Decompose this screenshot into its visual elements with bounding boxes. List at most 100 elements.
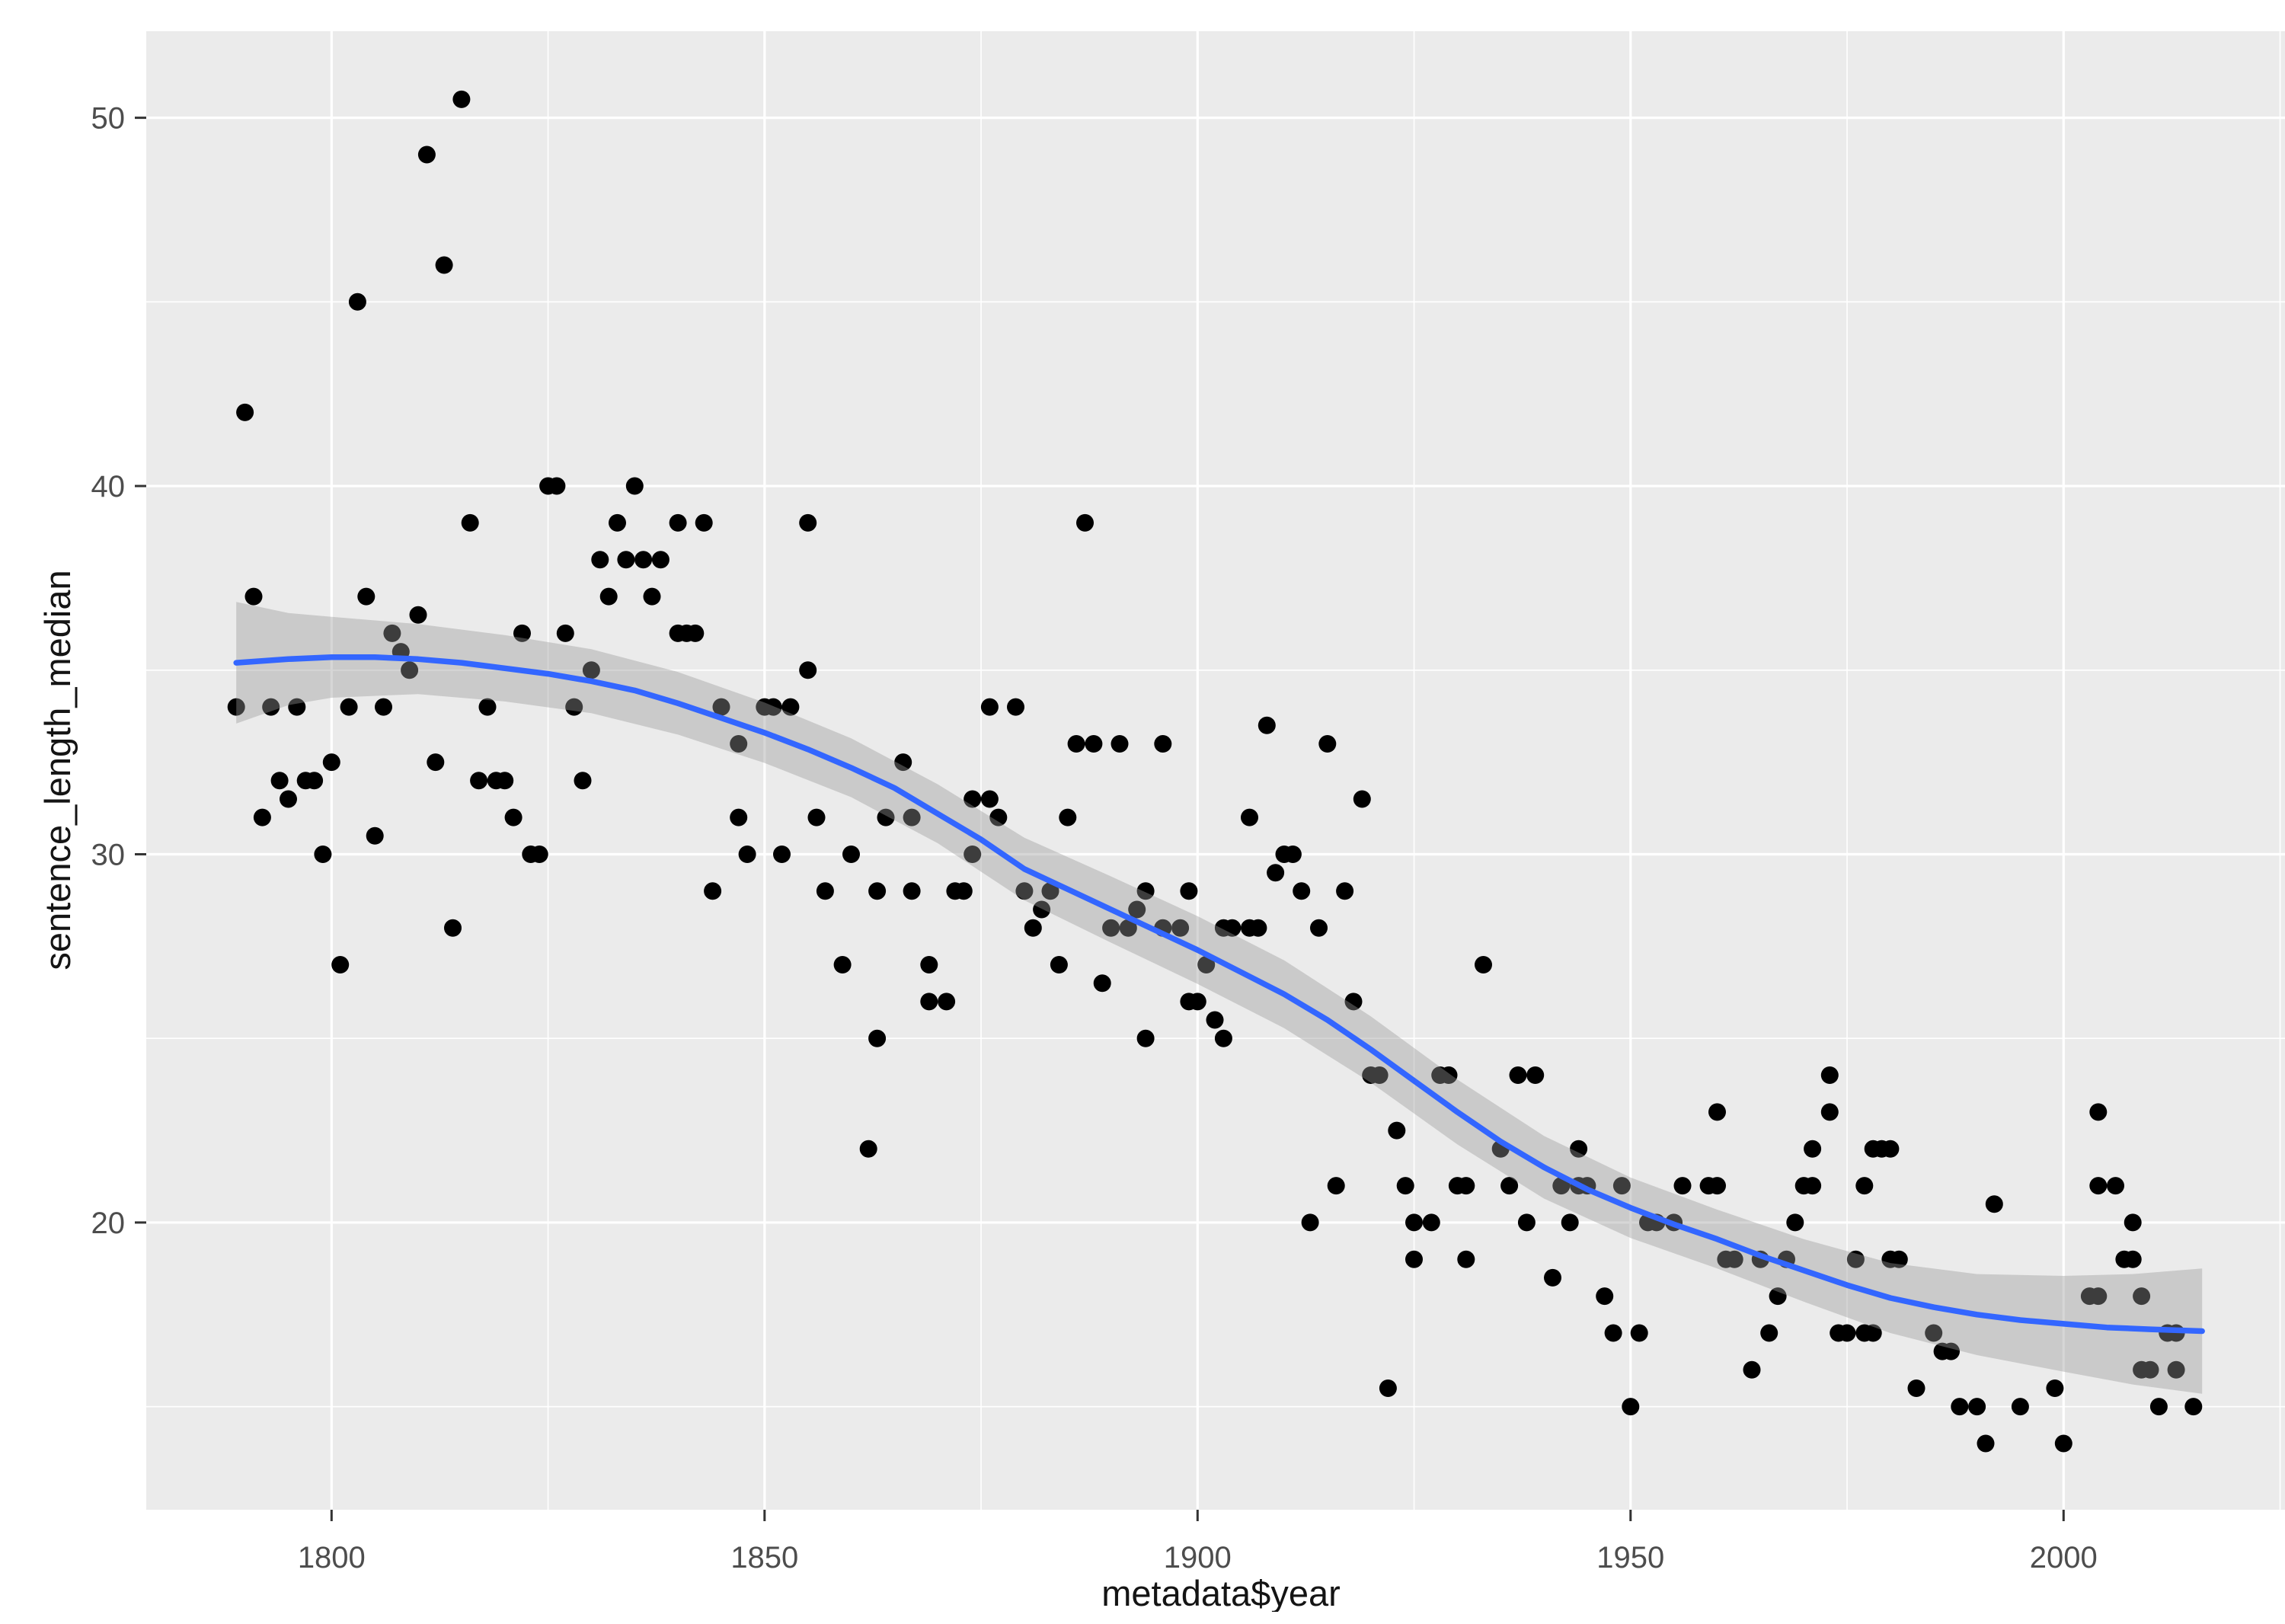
data-point <box>730 735 748 753</box>
data-point <box>1673 1177 1692 1195</box>
data-point <box>1604 1324 1622 1342</box>
data-point <box>556 624 574 642</box>
data-point <box>1318 735 1337 753</box>
data-point <box>2184 1398 2203 1416</box>
data-point <box>1188 993 1206 1011</box>
data-point <box>504 808 523 826</box>
data-point <box>2089 1103 2108 1121</box>
data-point <box>1136 1029 1155 1047</box>
data-point <box>1206 1011 1224 1029</box>
data-point <box>1267 864 1285 882</box>
data-point <box>799 513 817 532</box>
data-point <box>582 661 600 679</box>
data-point <box>1301 1213 1319 1232</box>
data-point <box>704 882 722 900</box>
data-point <box>859 1140 877 1158</box>
data-point <box>2046 1379 2064 1397</box>
data-point <box>842 846 860 863</box>
data-point <box>634 551 653 569</box>
data-point <box>920 956 938 973</box>
data-point <box>1630 1324 1648 1342</box>
data-point <box>1509 1066 1527 1084</box>
data-point <box>401 661 419 679</box>
data-point <box>1855 1177 1874 1195</box>
data-point <box>375 698 392 716</box>
data-point <box>877 808 895 826</box>
data-point <box>643 587 661 606</box>
data-point <box>2133 1287 2151 1306</box>
data-point <box>496 772 514 790</box>
data-point <box>1457 1177 1475 1195</box>
data-point <box>807 808 826 826</box>
data-point <box>574 772 592 790</box>
data-point <box>1370 1066 1389 1084</box>
data-point <box>2167 1360 2185 1379</box>
data-point <box>548 477 566 495</box>
data-point <box>1223 919 1242 937</box>
data-point <box>461 513 479 532</box>
data-point <box>609 513 626 532</box>
data-point <box>1890 1250 1908 1268</box>
data-point <box>1804 1140 1822 1158</box>
data-point <box>738 846 756 863</box>
data-point <box>1007 698 1024 716</box>
data-point <box>565 698 583 716</box>
data-point <box>764 698 782 716</box>
data-point <box>773 846 791 863</box>
data-point <box>1327 1177 1345 1195</box>
data-point <box>2011 1398 2029 1416</box>
data-point <box>280 790 297 808</box>
data-point <box>712 698 730 716</box>
data-point <box>1024 919 1042 937</box>
data-point <box>1544 1268 1561 1287</box>
data-point <box>954 882 973 900</box>
x-tick-label: 2000 <box>2030 1541 2098 1574</box>
axis-tick-marks <box>135 117 2065 1521</box>
data-point <box>1197 956 1216 973</box>
data-point <box>980 790 999 808</box>
data-point <box>920 993 938 1011</box>
data-point <box>1128 900 1146 919</box>
data-point <box>651 551 670 569</box>
data-point <box>1258 716 1276 734</box>
data-point <box>1388 1121 1406 1140</box>
data-point <box>530 846 548 863</box>
data-point <box>1293 882 1311 900</box>
data-point <box>288 698 306 716</box>
data-point <box>1881 1140 1900 1158</box>
data-point <box>1457 1250 1475 1268</box>
data-point <box>478 698 497 716</box>
data-point <box>270 772 289 790</box>
data-point <box>1396 1177 1414 1195</box>
data-point <box>1820 1103 1839 1121</box>
data-point <box>1283 846 1302 863</box>
data-point <box>1820 1066 1839 1084</box>
data-point <box>989 808 1008 826</box>
data-point <box>427 753 445 772</box>
data-point <box>2124 1213 2142 1232</box>
data-point <box>1171 919 1190 937</box>
data-point <box>980 698 999 716</box>
data-point <box>227 698 245 716</box>
data-point <box>1475 956 1492 973</box>
data-point <box>236 403 254 421</box>
data-point <box>1570 1140 1588 1158</box>
data-point <box>1968 1398 1986 1416</box>
data-point <box>781 698 800 716</box>
data-point <box>1353 790 1371 808</box>
data-point <box>383 624 401 642</box>
data-point <box>2149 1398 2168 1416</box>
data-point <box>1786 1213 1804 1232</box>
data-point <box>452 90 471 108</box>
scatter-plot-figure: 1800 1850 1900 1950 2000 20 30 40 50 metadata$ye… <box>30 12 2285 1612</box>
confidence-band <box>236 602 2203 1394</box>
data-point <box>2124 1250 2142 1268</box>
data-point <box>686 624 705 642</box>
data-point <box>357 587 376 606</box>
data-point <box>1769 1287 1787 1306</box>
data-point <box>2107 1177 2124 1195</box>
data-point <box>262 698 280 716</box>
data-point <box>1102 919 1120 937</box>
data-point <box>1033 900 1051 919</box>
data-point <box>1422 1213 1440 1232</box>
